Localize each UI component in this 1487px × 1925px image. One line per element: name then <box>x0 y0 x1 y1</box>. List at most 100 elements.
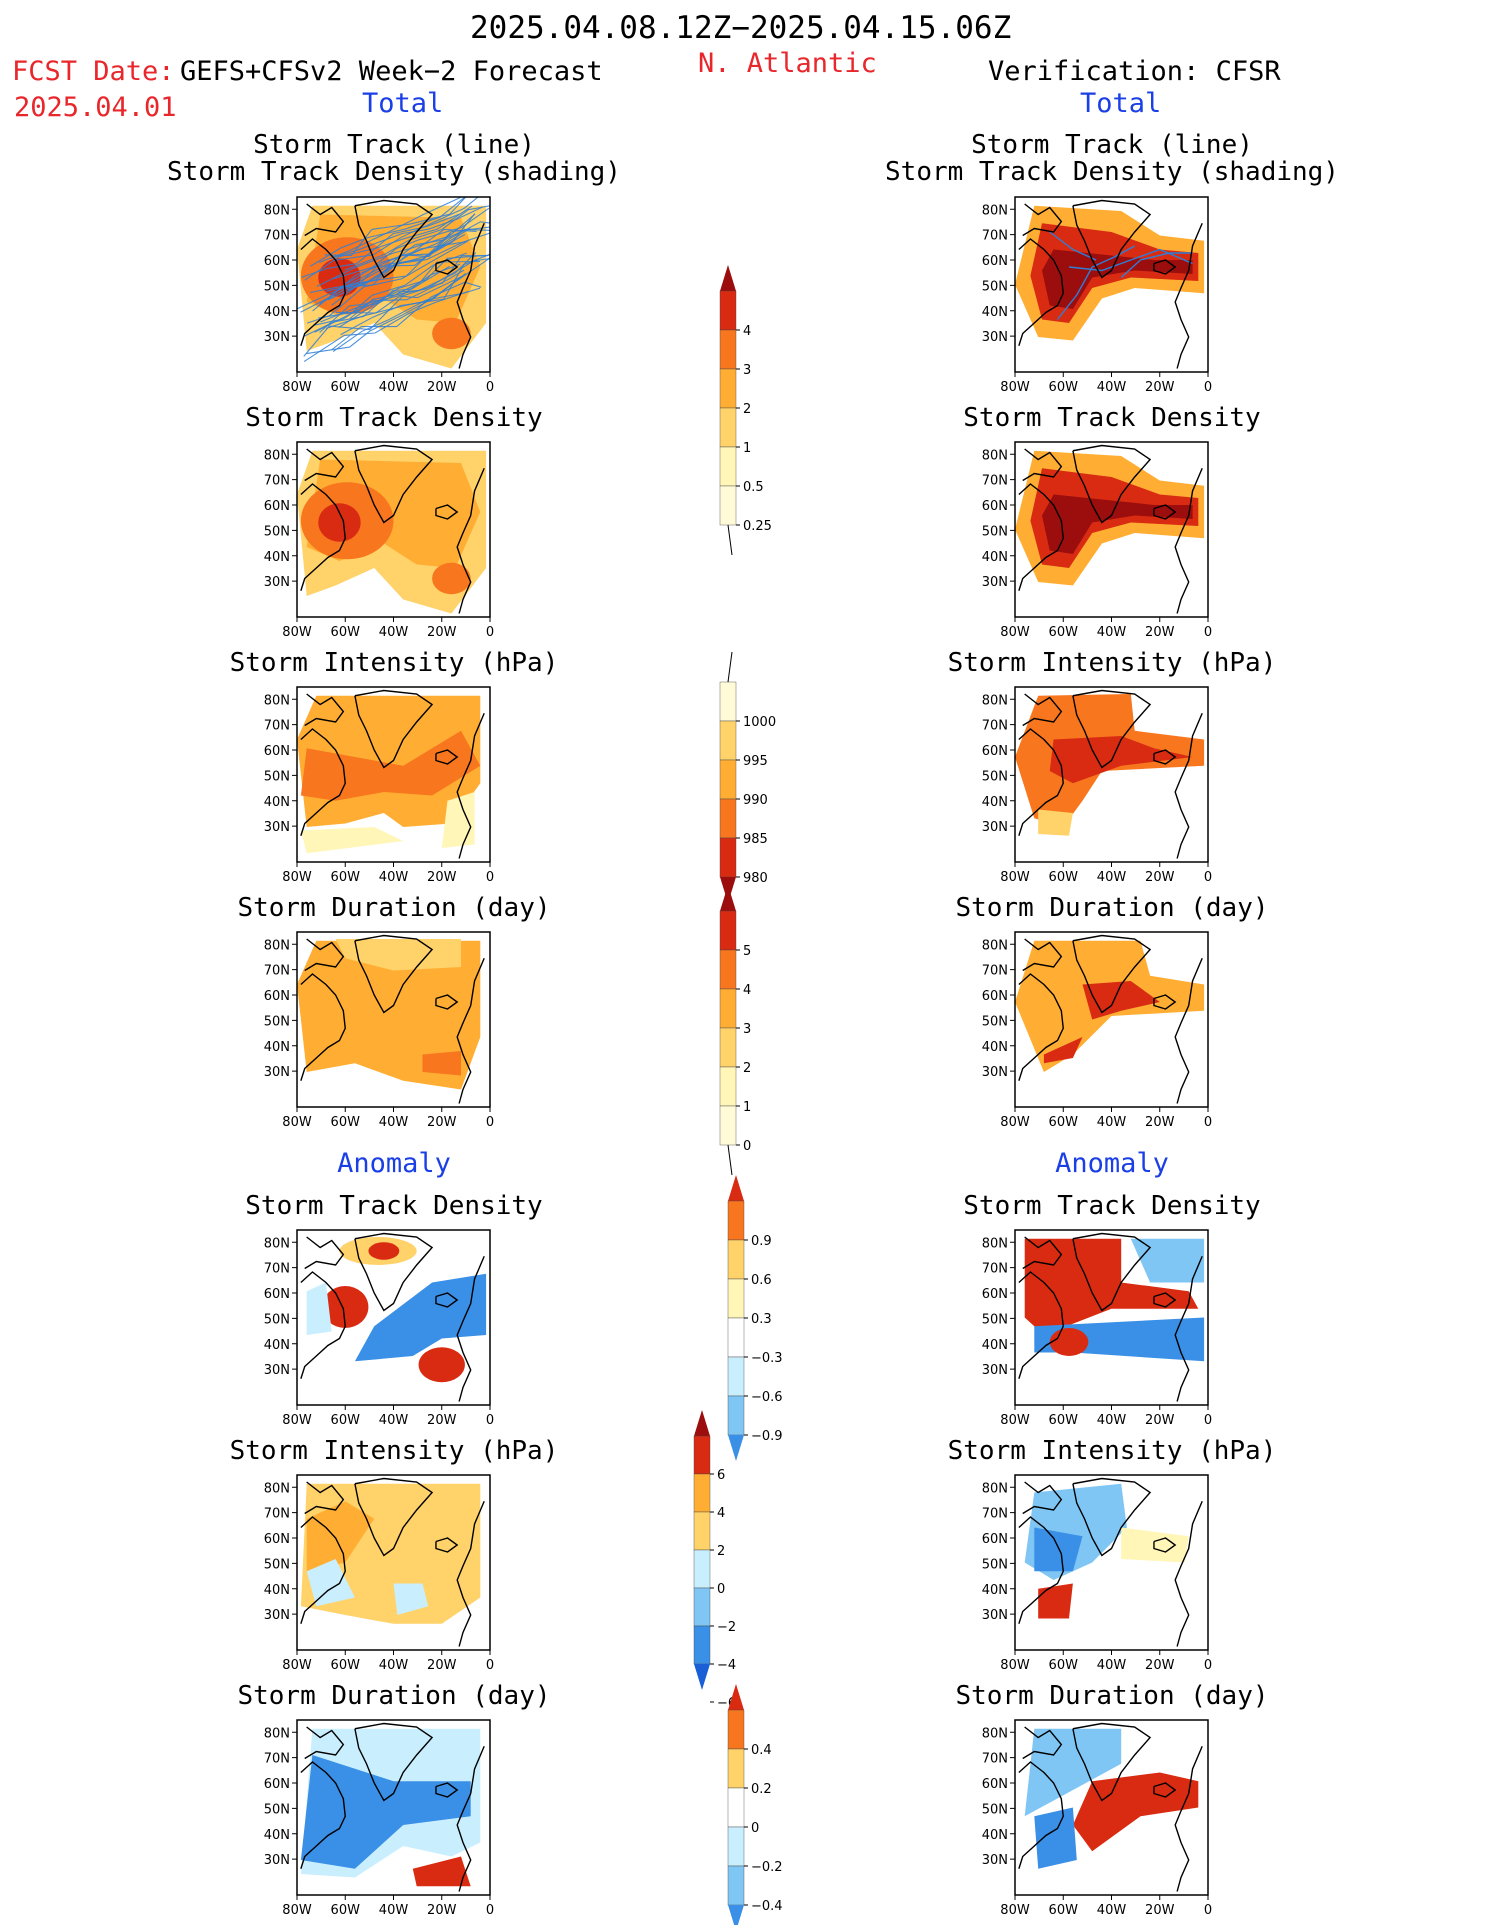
lat-tick-label: 40N <box>982 1828 1008 1843</box>
lat-tick-label: 40N <box>982 1338 1008 1353</box>
colorbar-intensity-anom: 6420−2−4−6 <box>694 1410 736 1711</box>
lat-tick-label: 70N <box>982 474 1008 489</box>
lat-tick-label: 30N <box>982 575 1008 590</box>
shade-blob <box>1050 1328 1089 1356</box>
coastline-europe <box>1175 1501 1202 1646</box>
lat-tick-label: 70N <box>982 964 1008 979</box>
lon-tick-label: 60W <box>331 870 361 885</box>
lat-tick-label: 70N <box>264 229 290 244</box>
right-anom-density-map: 80N70N60N50N40N30N80W 60W 40W 20W 0 <box>982 1230 1212 1428</box>
lon-tick-label: 20W <box>1145 1115 1175 1130</box>
right-anom-intensity-map: 80N70N60N50N40N30N80W 60W 40W 20W 0 <box>982 1475 1212 1673</box>
lat-tick-label: 40N <box>264 305 290 320</box>
lat-tick-label: 50N <box>264 1014 290 1029</box>
shade-blob <box>419 1347 465 1382</box>
right-track-density-map: 80N 70N 60N 50N 40N 30N 80W 60W 40W 20W 0 <box>982 442 1212 640</box>
colorbar-segment <box>720 989 736 1028</box>
lat-tick-label: 70N <box>982 1262 1008 1277</box>
lat-tick-label: 80N <box>264 693 290 708</box>
colorbar-segment <box>728 1749 744 1788</box>
lat-tick-label: 80N <box>982 693 1008 708</box>
lat-tick-label: 70N <box>264 1262 290 1277</box>
colorbar-label: 0 <box>751 1821 759 1836</box>
lon-tick-label: 40W <box>1097 1658 1127 1673</box>
lat-tick-label: 60N <box>982 1532 1008 1547</box>
lat-tick-label: 70N <box>264 1752 290 1767</box>
lat-tick-label: 60N <box>982 499 1008 514</box>
colorbar-label: 4 <box>743 324 751 339</box>
left-anom-duration-map-field <box>301 1729 480 1887</box>
lat-tick-label: 80N <box>982 448 1008 463</box>
lon-tick-label: 0 <box>1204 1115 1212 1130</box>
lon-tick-label: 20W <box>427 380 457 395</box>
coastline-europe <box>1175 713 1202 858</box>
lat-tick-label: 70N <box>264 719 290 734</box>
colorbar-segment <box>694 1436 710 1474</box>
lon-tick-label: 60W <box>331 1658 361 1673</box>
colorbar-segment <box>728 1240 744 1279</box>
lon-tick-label: 80W <box>1000 380 1030 395</box>
lat-tick-label: 30N <box>264 330 290 345</box>
colorbar-segment <box>720 291 736 330</box>
colorbar-segment <box>720 1067 736 1106</box>
lon-tick-label: 20W <box>1145 870 1175 885</box>
lat-tick-label: 40N <box>982 550 1008 565</box>
lon-tick-label: 80W <box>282 870 312 885</box>
colorbar-label: 5 <box>743 944 751 959</box>
colorbar-label: 2 <box>717 1544 725 1559</box>
lat-tick-label: 30N <box>264 1853 290 1868</box>
lat-tick-label: 30N <box>264 1065 290 1080</box>
coastline-arctic <box>305 1237 344 1269</box>
lat-tick-label: 40N <box>264 1338 290 1353</box>
lat-tick-label: 30N <box>264 1363 290 1378</box>
lon-tick-label: 20W <box>427 1115 457 1130</box>
lat-tick-label: 80N <box>264 448 290 463</box>
lat-tick-label: 50N <box>264 524 290 539</box>
lon-tick-label: 20W <box>1145 1903 1175 1918</box>
lon-tick-label: 60W <box>1049 1903 1079 1918</box>
colorbar-segment <box>694 1474 710 1512</box>
lat-tick-label: 50N <box>264 769 290 784</box>
lon-tick-label: 20W <box>1145 380 1175 395</box>
colorbar-segment <box>694 1512 710 1550</box>
shade-blob <box>318 503 360 542</box>
lon-tick-label: 0 <box>1204 870 1212 885</box>
colorbar-segment <box>728 1396 744 1435</box>
lat-tick-label: 40N <box>264 550 290 565</box>
lat-tick-label: 30N <box>982 1363 1008 1378</box>
lon-tick-label: 40W <box>1097 870 1127 885</box>
left-duration-map-field <box>297 939 480 1090</box>
colorbar-label: 1 <box>743 441 751 456</box>
lat-tick-label: 30N <box>264 820 290 835</box>
lon-tick-label: 60W <box>1049 870 1079 885</box>
lat-tick-label: 80N <box>982 1726 1008 1741</box>
lat-tick-label: 60N <box>264 499 290 514</box>
lat-tick-label: 50N <box>982 1557 1008 1572</box>
colorbar-arrow-bottom <box>728 1905 744 1925</box>
colorbar-label: 0.6 <box>751 1273 772 1288</box>
lat-tick-label: 40N <box>264 795 290 810</box>
colorbar-label: 0.9 <box>751 1234 772 1249</box>
colorbar-segment <box>720 486 736 525</box>
lon-tick-label: 80W <box>1000 1903 1030 1918</box>
lat-tick-label: 80N <box>264 1481 290 1496</box>
colorbar-label: 980 <box>743 871 768 886</box>
colorbar-segment <box>720 911 736 950</box>
lon-tick-label: 40W <box>379 380 409 395</box>
lon-tick-label: 20W <box>427 1903 457 1918</box>
lat-tick-label: 30N <box>264 1608 290 1623</box>
left-anom-intensity-map-field <box>301 1484 480 1624</box>
right-intensity-map: 80N70N60N50N40N30N80W 60W 40W 20W 0 <box>982 687 1212 885</box>
lon-tick-label: 60W <box>1049 380 1079 395</box>
colorbar-label: 0 <box>743 1139 751 1154</box>
lon-tick-label: 40W <box>1097 1903 1127 1918</box>
lon-tick-label: 60W <box>1049 1115 1079 1130</box>
lon-tick-label: 20W <box>427 625 457 640</box>
lon-tick-label: 80W <box>282 380 312 395</box>
colorbar-label: −0.2 <box>751 1860 783 1875</box>
lat-tick-label: 60N <box>982 1287 1008 1302</box>
shade-region <box>1038 1584 1073 1619</box>
lat-tick-label: 50N <box>264 1557 290 1572</box>
colorbar-segment <box>720 682 736 721</box>
left-anom-intensity-map: 80N70N60N50N40N30N80W 60W 40W 20W 0 <box>264 1475 494 1673</box>
